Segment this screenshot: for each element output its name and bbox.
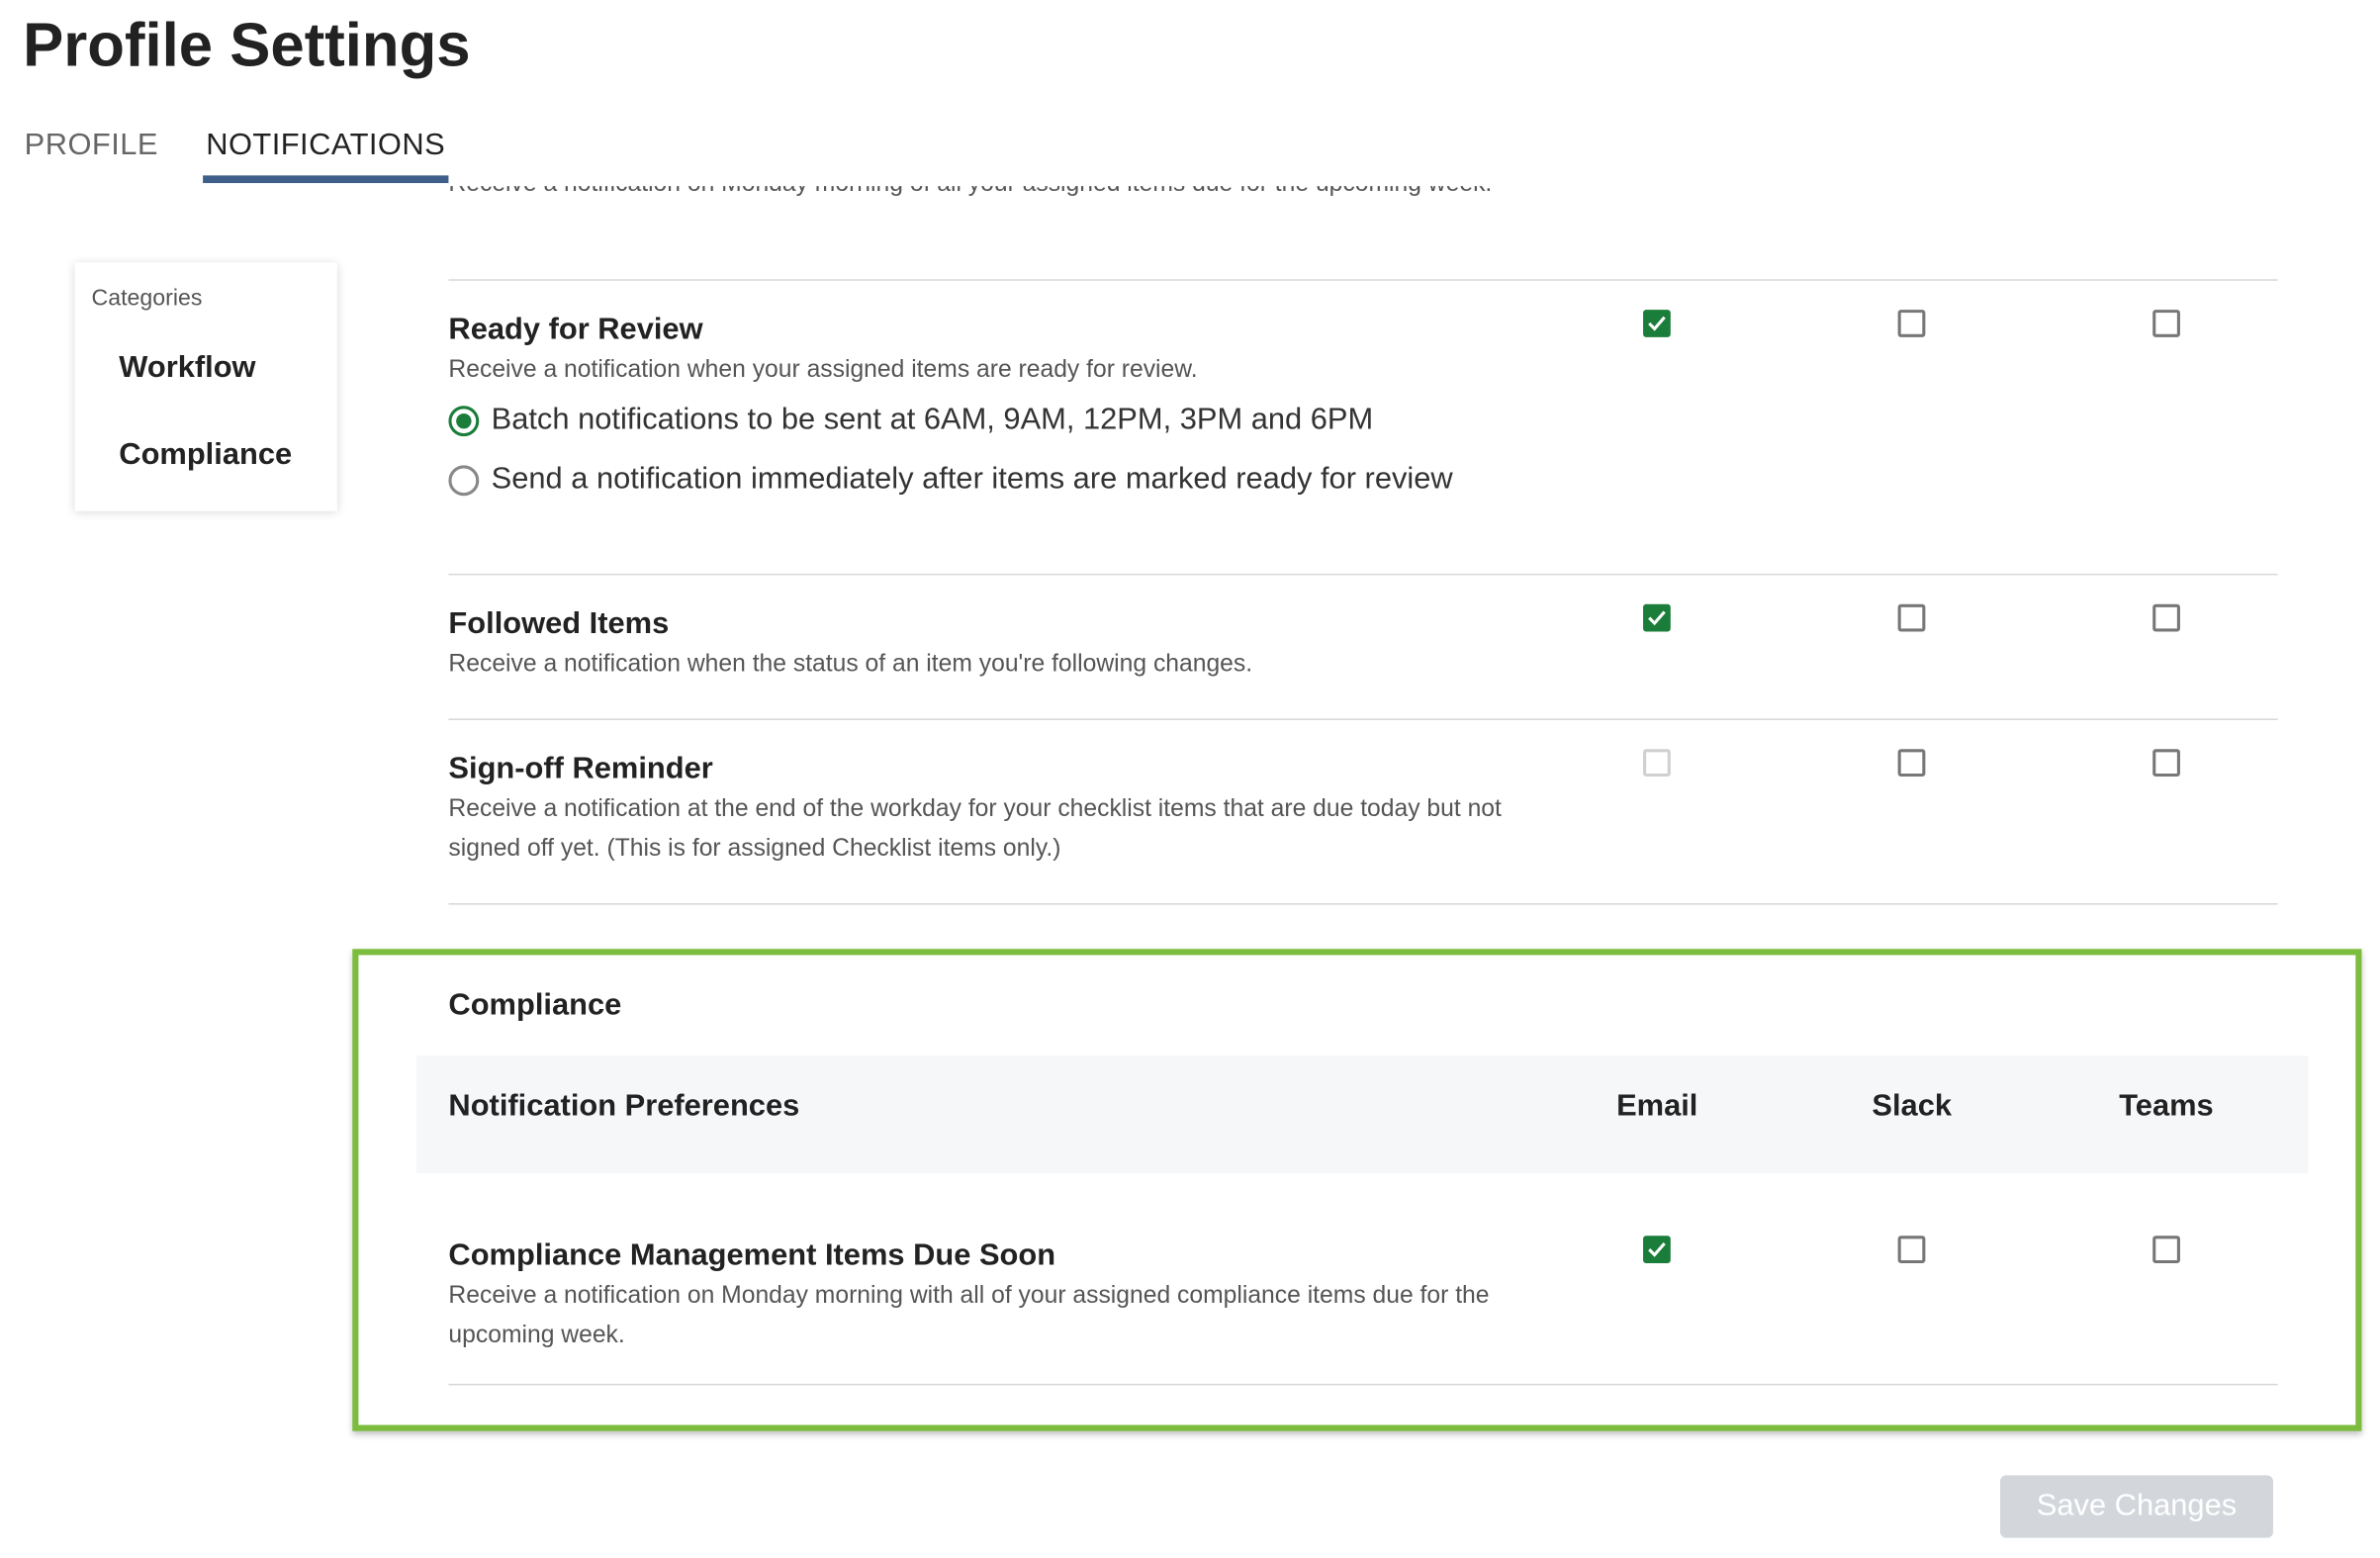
- radio-label: Send a notification immediately after it…: [491, 462, 1453, 497]
- row-divider: [448, 903, 2278, 905]
- tab[interactable]: NOTIFICATIONS: [206, 128, 446, 162]
- radio-label: Batch notifications to be sent at 6AM, 9…: [491, 403, 1374, 437]
- workflow-section: Receive a notification on Monday morning…: [397, 186, 2380, 949]
- checkbox[interactable]: [1897, 1236, 1926, 1264]
- row-divider: [448, 1383, 2278, 1386]
- page-title: Profile Settings: [23, 12, 471, 80]
- checkbox[interactable]: [1897, 310, 1926, 337]
- save-button[interactable]: Save Changes: [1999, 1475, 2274, 1538]
- row-description: Receive a notification when the status o…: [448, 651, 1253, 678]
- checkbox[interactable]: [1643, 603, 1671, 632]
- header-label: Notification Preferences: [448, 1089, 800, 1124]
- checkbox: [1643, 749, 1671, 778]
- column-header: Email: [1616, 1089, 1698, 1124]
- category-link[interactable]: Workflow: [119, 350, 256, 385]
- partial-description: Receive a notification on Monday morning…: [448, 186, 1516, 205]
- row-title: Followed Items: [448, 606, 670, 641]
- section-title: Compliance: [448, 988, 622, 1023]
- row-title: Ready for Review: [448, 313, 703, 347]
- radio-button[interactable]: [448, 464, 480, 496]
- checkbox[interactable]: [2152, 310, 2180, 337]
- row-description: Receive a notification at the end of the…: [448, 796, 1502, 863]
- compliance-section: Compliance Notification Preferences Emai…: [352, 949, 2362, 1431]
- categories-heading: Categories: [91, 285, 203, 312]
- categories-card: Categories Workflow Compliance: [74, 262, 337, 511]
- checkbox[interactable]: [2152, 749, 2180, 778]
- row-description: Receive a notification when your assigne…: [448, 356, 1198, 384]
- radio-option[interactable]: Batch notifications to be sent at 6AM, 9…: [448, 403, 1373, 437]
- active-tab-indicator: [203, 175, 449, 184]
- checkbox[interactable]: [1643, 1236, 1671, 1264]
- table-header: Notification Preferences Email Slack Teams: [416, 1055, 2309, 1174]
- radio-option[interactable]: Send a notification immediately after it…: [448, 462, 1453, 497]
- row-divider: [448, 279, 2278, 281]
- tab[interactable]: PROFILE: [24, 128, 158, 162]
- checkbox[interactable]: [1643, 310, 1671, 337]
- row-divider: [448, 573, 2278, 576]
- checkbox[interactable]: [2152, 603, 2180, 632]
- radio-button[interactable]: [448, 405, 480, 436]
- row-title: Compliance Management Items Due Soon: [448, 1238, 1056, 1273]
- row-title: Sign-off Reminder: [448, 752, 713, 786]
- column-header: Slack: [1872, 1089, 1953, 1124]
- column-header: Teams: [2119, 1089, 2214, 1124]
- checkbox[interactable]: [2152, 1236, 2180, 1264]
- row-description: Receive a notification on Monday morning…: [448, 1283, 1490, 1349]
- checkbox[interactable]: [1897, 603, 1926, 632]
- checkbox[interactable]: [1897, 749, 1926, 778]
- row-divider: [448, 718, 2278, 720]
- category-link[interactable]: Compliance: [119, 437, 293, 472]
